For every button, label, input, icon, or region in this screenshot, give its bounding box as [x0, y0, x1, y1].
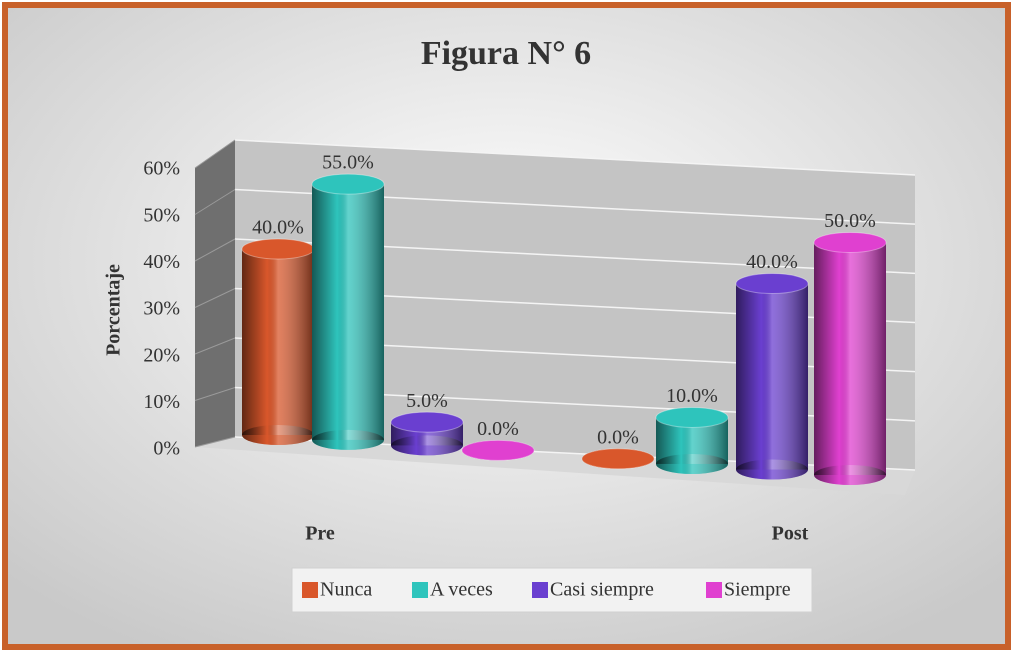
y-tick-label: 0%: [153, 438, 180, 460]
y-tick-label: 50%: [143, 204, 180, 226]
bar-bottom-shade: [391, 435, 463, 456]
bar: [390, 411, 464, 456]
legend-label: Siempre: [724, 579, 791, 601]
bar-shade: [312, 184, 384, 440]
bar: [241, 238, 315, 445]
legend-label: Casi siempre: [550, 579, 654, 601]
y-axis-label: Porcentaje: [103, 264, 125, 356]
bar-shade: [736, 283, 808, 470]
bar-top: [241, 238, 315, 260]
bar: [655, 406, 729, 474]
bar-top: [390, 411, 464, 433]
legend-label: Nunca: [320, 579, 372, 601]
x-tick-label: Pre: [305, 523, 335, 545]
bar-top: [581, 448, 655, 470]
bar-bottom-shade: [814, 465, 886, 485]
data-label: 40.0%: [746, 251, 798, 273]
grid-line: [234, 139, 916, 176]
x-tick-label: Post: [772, 523, 809, 545]
data-label: 0.0%: [477, 418, 519, 440]
y-tick-label: 10%: [143, 391, 180, 413]
bar-top: [311, 173, 385, 195]
legend-swatch: [302, 582, 318, 598]
y-tick-label: 40%: [143, 251, 180, 273]
bar-top: [735, 273, 809, 295]
legend-swatch: [706, 582, 722, 598]
bar: [461, 439, 535, 461]
data-label: 10.0%: [666, 385, 718, 407]
side-grid-line: [194, 189, 236, 215]
floor: [195, 437, 915, 495]
bar-top: [461, 439, 535, 461]
data-label: 0.0%: [597, 426, 639, 448]
y-tick-label: 20%: [143, 344, 180, 366]
data-label: 40.0%: [252, 217, 304, 239]
bar-top: [655, 406, 729, 428]
bar: [311, 173, 385, 450]
side-grid-line: [194, 337, 236, 355]
data-label: 55.0%: [322, 152, 374, 174]
chart-title: Figura N° 6: [421, 35, 591, 72]
legend-swatch: [532, 582, 548, 598]
side-grid-line: [194, 288, 236, 308]
data-label: 50.0%: [824, 210, 876, 232]
y-tick-label: 60%: [143, 158, 180, 180]
bar-bottom-shade: [736, 459, 808, 480]
bar-top: [813, 232, 887, 253]
bar-bottom-shade: [312, 429, 384, 450]
legend: [291, 567, 813, 613]
side-grid-line: [194, 238, 236, 262]
legend-label: A veces: [430, 579, 493, 601]
bar-shade: [814, 242, 886, 475]
bar: [813, 232, 887, 485]
legend-swatch: [412, 582, 428, 598]
bar: [581, 448, 655, 470]
side-grid-line: [194, 436, 236, 448]
side-grid-line: [194, 387, 236, 401]
y-tick-label: 30%: [143, 298, 180, 320]
bar-bottom-shade: [656, 453, 728, 474]
bar-bottom-shade: [242, 425, 314, 445]
side-wall: [195, 140, 235, 447]
side-grid-line: [194, 139, 236, 169]
data-label: 5.0%: [406, 390, 448, 412]
bar-shade: [242, 249, 314, 435]
bar: [735, 273, 809, 480]
